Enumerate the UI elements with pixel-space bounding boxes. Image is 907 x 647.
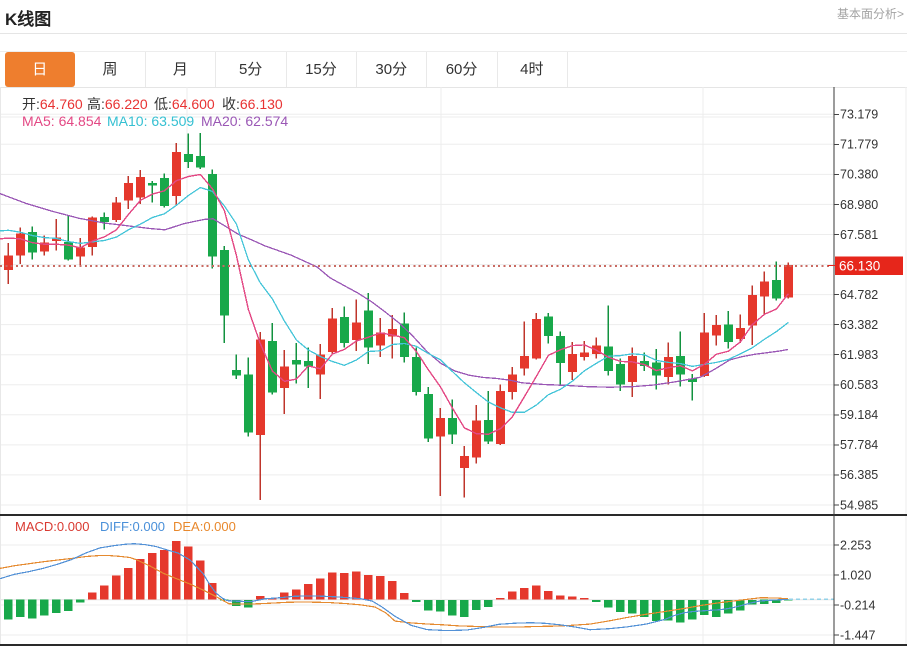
svg-text:63.382: 63.382 [840, 318, 878, 332]
svg-text:60.583: 60.583 [840, 378, 878, 392]
svg-text:70.380: 70.380 [840, 168, 878, 182]
svg-text:-1.447: -1.447 [840, 628, 875, 642]
svg-text:57.784: 57.784 [840, 438, 878, 452]
svg-text:2.253: 2.253 [840, 538, 871, 552]
svg-text:66.130: 66.130 [839, 259, 880, 274]
svg-text:64.782: 64.782 [840, 288, 878, 302]
svg-text:71.779: 71.779 [840, 138, 878, 152]
svg-text:67.581: 67.581 [840, 228, 878, 242]
svg-text:56.385: 56.385 [840, 468, 878, 482]
svg-text:73.179: 73.179 [840, 108, 878, 122]
svg-text:68.980: 68.980 [840, 198, 878, 212]
svg-text:54.985: 54.985 [840, 498, 878, 512]
svg-text:61.983: 61.983 [840, 348, 878, 362]
svg-text:1.020: 1.020 [840, 568, 871, 582]
svg-text:59.184: 59.184 [840, 408, 878, 422]
svg-text:-0.214: -0.214 [840, 598, 875, 612]
